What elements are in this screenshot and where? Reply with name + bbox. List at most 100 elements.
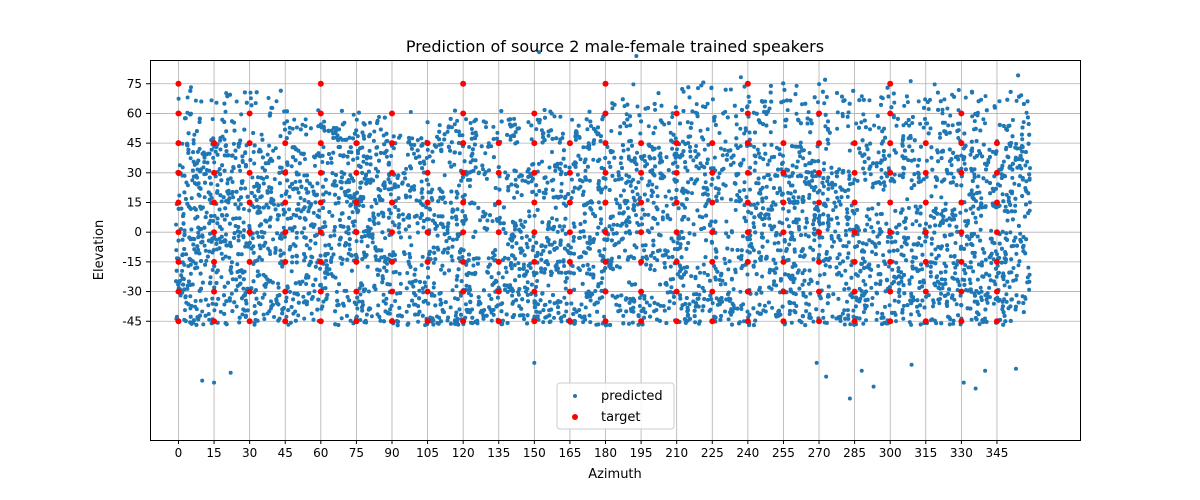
predicted-point [329,128,334,133]
predicted-point [1010,161,1015,166]
predicted-point [323,243,328,248]
predicted-point [811,248,816,252]
predicted-point [186,264,191,269]
predicted-point [705,273,710,277]
predicted-point [979,196,984,201]
predicted-point [945,247,950,252]
predicted-point [182,262,187,267]
predicted-point [392,223,397,228]
predicted-point [532,213,537,218]
predicted-point [1004,292,1009,297]
predicted-point [803,294,808,299]
predicted-point [313,163,317,168]
predicted-point [703,180,708,185]
predicted-point [808,291,813,296]
predicted-point [224,91,229,96]
predicted-point [671,239,676,244]
predicted-point [562,295,567,300]
predicted-point [628,183,633,188]
predicted-point [600,276,605,281]
predicted-point [607,160,612,165]
predicted-point [874,164,879,169]
predicted-point [817,243,822,248]
predicted-point [384,269,389,273]
predicted-point [242,228,246,233]
predicted-point [1004,231,1009,236]
predicted-point [649,295,654,300]
predicted-point [547,165,552,170]
predicted-point [960,277,965,282]
predicted-point [1008,230,1013,235]
predicted-point [447,235,452,240]
predicted-point [693,110,698,115]
predicted-point [260,257,264,262]
predicted-point [703,204,708,209]
predicted-point [269,190,274,194]
predicted-point [734,122,739,127]
predicted-point [569,196,574,200]
predicted-point [883,304,887,309]
predicted-point [397,222,402,227]
predicted-point [282,234,287,239]
predicted-point [968,281,973,286]
predicted-point [994,274,999,279]
predicted-point [425,147,430,152]
predicted-point [518,173,523,178]
predicted-point [1014,98,1019,103]
predicted-point [928,126,933,131]
predicted-point [210,117,215,122]
predicted-point [218,309,223,314]
predicted-point [655,258,660,263]
predicted-point [552,240,557,245]
predicted-point [879,212,884,216]
predicted-point [890,267,895,272]
predicted-point [188,294,193,299]
predicted-point [800,282,805,287]
predicted-point [207,317,212,322]
predicted-point [761,308,766,313]
predicted-point [726,317,731,322]
predicted-point [374,257,379,262]
predicted-point [411,284,416,289]
predicted-point [465,178,470,182]
predicted-point [382,254,387,259]
predicted-point [638,131,643,136]
predicted-point [830,244,835,249]
predicted-point [258,302,263,307]
predicted-point [541,320,546,325]
predicted-point [865,222,870,227]
predicted-point [829,171,834,176]
predicted-point [481,209,486,214]
predicted-point [250,175,255,180]
predicted-point [230,153,234,158]
predicted-point [843,316,848,321]
predicted-point [442,132,447,137]
predicted-point [969,242,974,246]
predicted-point [462,193,467,197]
predicted-point [174,248,179,253]
predicted-point [1023,186,1028,190]
predicted-point [918,121,923,126]
predicted-point [240,181,244,186]
predicted-point [745,309,750,314]
predicted-point [345,294,350,299]
predicted-point [318,282,323,287]
predicted-point [571,221,576,226]
predicted-point [846,169,851,174]
predicted-point [905,197,910,202]
predicted-point [949,171,954,176]
predicted-point [883,135,888,140]
predicted-point [371,211,376,216]
predicted-point [348,173,353,178]
predicted-point [350,210,355,215]
predicted-point [758,155,763,160]
predicted-point [183,197,188,201]
predicted-point [1012,238,1016,243]
predicted-point [892,172,897,177]
predicted-point [881,187,886,192]
predicted-point [208,275,213,280]
predicted-point [248,96,253,101]
predicted-point [691,222,696,227]
predicted-point [540,159,544,164]
predicted-point [294,230,299,235]
